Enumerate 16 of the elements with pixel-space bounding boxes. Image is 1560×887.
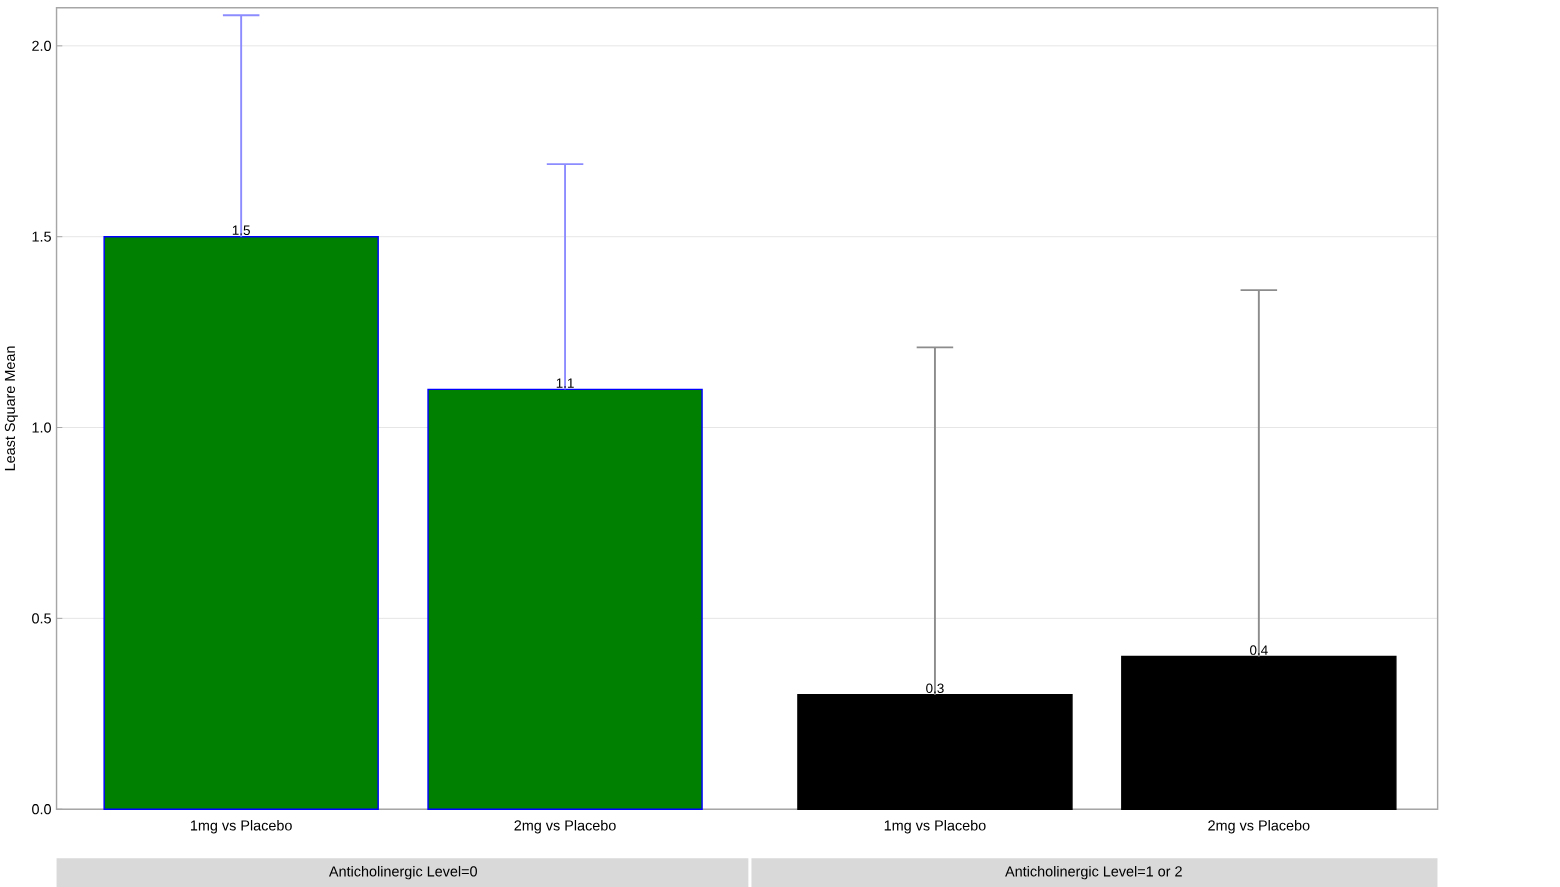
y-tick-label: 0.5 bbox=[32, 613, 51, 624]
text: Anticholinergic Level=0 bbox=[328, 865, 477, 880]
y-axis-title: Least Square Mean bbox=[4, 346, 18, 471]
x-tick-label: 2mg vs Placebo bbox=[514, 819, 616, 834]
x-tick-label: 1mg vs Placebo bbox=[190, 819, 292, 834]
text: Anticholinergic Level=1 or 2 bbox=[1005, 865, 1182, 880]
data-label: 0.4 bbox=[1250, 645, 1268, 655]
data-label: 0.3 bbox=[926, 683, 944, 693]
y-tick-label: 2.0 bbox=[32, 40, 51, 51]
y-tick-label: 0.0 bbox=[32, 804, 51, 815]
y-tick-label: 1.0 bbox=[32, 422, 51, 433]
data-label: 1.1 bbox=[556, 378, 574, 388]
data-label: 1.5 bbox=[232, 225, 250, 235]
y-tick-label: 1.5 bbox=[32, 231, 51, 242]
x-tick-label: 1mg vs Placebo bbox=[884, 819, 986, 834]
x-tick-label: 2mg vs Placebo bbox=[1208, 819, 1310, 834]
